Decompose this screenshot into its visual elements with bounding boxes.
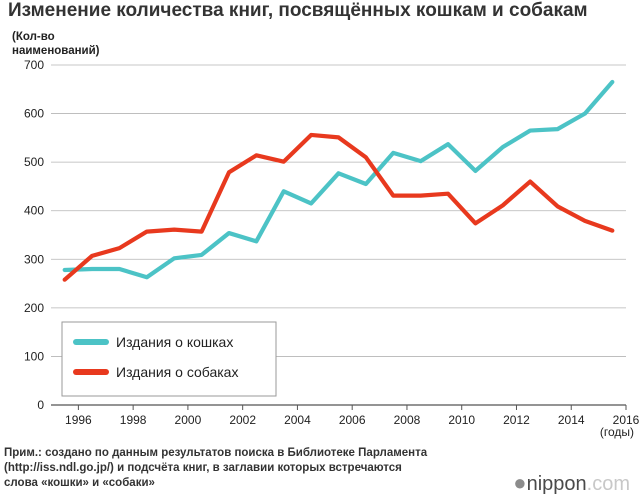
footnote-line-3: слова «кошки» и «собаки» — [4, 477, 155, 489]
x-tick-label: 1998 — [120, 413, 147, 427]
y-tick-label: 400 — [24, 204, 44, 218]
x-tick-label: 2016 — [613, 413, 640, 427]
y-tick-label: 0 — [37, 398, 44, 412]
legend-label-dogs: Издания о собаках — [116, 364, 238, 380]
y-tick-label: 600 — [24, 107, 44, 121]
legend-label-cats: Издания о кошках — [116, 334, 233, 350]
footnote-line-2: (http://iss.ndl.go.jp/) и подсчёта книг,… — [4, 462, 402, 474]
x-tick-label: 2008 — [394, 413, 421, 427]
logo-brand: nippon — [526, 473, 587, 495]
legend: Издания о кошках Издания о собаках — [61, 321, 277, 397]
x-tick-label: 2002 — [229, 413, 256, 427]
x-tick-label: 2014 — [558, 413, 585, 427]
y-axis-label-line2: наименований) — [12, 45, 100, 57]
y-tick-label: 700 — [24, 58, 44, 72]
x-tick-label: 1996 — [65, 413, 92, 427]
legend-box — [61, 321, 277, 397]
y-axis-label-line1: (Кол-во — [12, 31, 55, 43]
y-tick-label: 100 — [24, 349, 44, 363]
x-tick-label: 2010 — [448, 413, 475, 427]
x-tick-label: 2004 — [284, 413, 311, 427]
y-tick-label: 500 — [24, 155, 44, 169]
series-line-dogs — [62, 132, 615, 282]
logo-dot-icon: ● — [513, 470, 527, 495]
y-tick-label: 200 — [24, 301, 44, 315]
y-tick-label: 300 — [24, 252, 44, 266]
footnote: Прим.: создано по данным результатов пои… — [4, 446, 474, 491]
x-tick-label: 2006 — [339, 413, 366, 427]
x-tick-label: 2000 — [175, 413, 202, 427]
footnote-line-1: Прим.: создано по данным результатов пои… — [4, 447, 428, 459]
chart-title: Изменение количества книг, посвящённых к… — [8, 0, 588, 21]
x-axis-label: (годы) — [600, 425, 634, 439]
logo-suffix: .com — [586, 473, 630, 495]
x-tick-label: 2012 — [503, 413, 530, 427]
nippon-logo: ●nippon.com — [513, 470, 630, 496]
line-chart: 0 100 200 300 400 500 600 700 1996 1998 2000 2002 2… — [12, 31, 640, 439]
